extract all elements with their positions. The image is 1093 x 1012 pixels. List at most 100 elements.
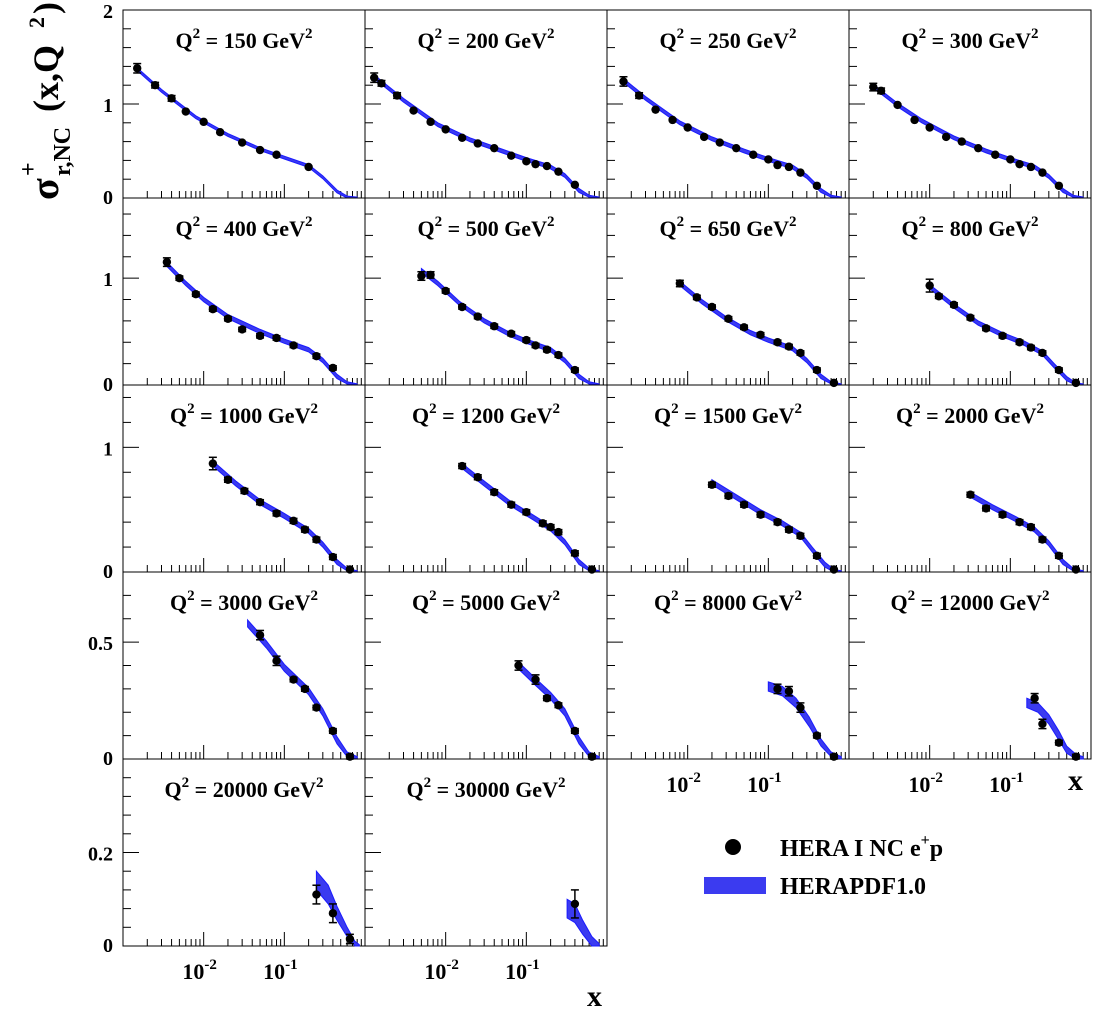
data-point [773,338,782,347]
legend-band-swatch [704,877,766,894]
data-point [522,507,531,517]
legend: HERA I NC e+p HERAPDF1.0 [704,832,943,900]
panel-title: Q2 = 200 GeV2 [418,26,555,53]
data-point [473,312,482,321]
data-point [570,726,580,736]
data-point [473,473,482,482]
data-point [507,151,516,160]
panel-150: 0 1 2 Q2 = 150 GeV2 [103,1,366,209]
panel-title: Q2 = 12000 GeV2 [891,588,1050,615]
data-point [966,490,975,499]
legend-band-label: HERAPDF1.0 [780,874,926,900]
data-point [175,273,184,283]
data-point [208,459,218,468]
data-point [715,138,724,147]
data-point [345,934,355,944]
data-point [554,527,563,537]
y-label-sigma: σ [22,178,67,200]
data-point [441,125,450,134]
data-point [531,341,540,350]
data-point [514,661,523,670]
data-point [542,694,552,703]
y-tick-label: 1 [103,95,113,117]
data-point [991,150,1000,159]
data-point [538,519,547,528]
data-point [312,890,321,899]
data-point [724,491,733,501]
panel-title: Q2 = 400 GeV2 [176,214,313,241]
data-point [749,150,758,159]
panel-title: Q2 = 500 GeV2 [418,214,555,241]
x-tick-label: 10-1 [505,957,540,984]
panel-12000: Q2 = 12000 GeV2 10-2 10-1 [848,571,1092,797]
data-point [764,155,773,164]
y-label-args-sup: 2 [24,17,49,28]
y-tick-label: 0 [103,374,113,396]
data-point [1030,694,1039,703]
data-point [522,335,531,345]
data-point [668,115,677,125]
herapdf-band [1026,697,1084,760]
x-tick-label: 10-2 [182,957,217,984]
data-point [587,752,597,761]
x-axis-label-bottom: x [587,980,602,1012]
data-point [150,81,160,90]
panel-title: Q2 = 650 GeV2 [660,214,797,241]
data-point [784,162,794,172]
panel-title: Q2 = 1500 GeV2 [654,401,802,428]
legend-data-marker [725,839,741,855]
data-point [812,181,822,190]
panel-5000: Q2 = 5000 GeV2 [364,571,608,761]
panel-200: Q2 = 200 GeV2 [364,9,608,199]
x-tick-label: 10-2 [908,770,943,797]
data-point [724,314,733,323]
panel-800: Q2 = 800 GeV2 [848,197,1092,388]
data-point [328,363,338,373]
data-point [784,525,794,534]
data-point [237,325,247,334]
data-point [934,292,944,301]
data-point [369,73,379,82]
herapdf-band [872,83,1084,199]
data-point [1038,348,1047,358]
data-point [554,350,563,360]
data-point [223,475,233,484]
data-point [300,525,310,534]
data-point [707,480,717,489]
data-point [1054,365,1064,375]
panel-650: Q2 = 650 GeV2 [606,197,850,388]
data-point [974,143,983,153]
data-point [619,77,628,86]
panel-title: Q2 = 30000 GeV2 [407,775,566,802]
data-point [796,531,805,541]
data-point [1054,738,1064,747]
data-point [554,167,563,176]
data-point [675,279,685,288]
data-point [1071,752,1081,761]
data-point [570,549,580,558]
panel-title: Q2 = 250 GeV2 [660,26,797,53]
data-point [1054,181,1064,190]
herapdf-band [166,260,358,386]
panel-title: Q2 = 1200 GeV2 [412,401,560,428]
panel-1500: Q2 = 1500 GeV2 [606,384,850,574]
data-point [531,159,540,169]
herapdf-band [969,491,1084,573]
panel-title: Q2 = 8000 GeV2 [654,588,802,615]
data-point [490,322,499,331]
data-point [208,304,218,314]
data-point [893,100,902,110]
data-point [272,656,281,666]
data-point [272,509,281,518]
data-point [531,675,540,684]
data-point [796,703,805,712]
y-tick-label: 1 [103,438,113,460]
data-point [683,123,692,132]
data-point [507,329,516,338]
data-point [739,500,749,509]
data-point [981,504,991,513]
data-point [1015,338,1024,347]
y-axis-label: σ + r,NC (x,Q 2 ) [16,2,76,200]
data-point [998,331,1007,341]
data-point [925,281,934,290]
